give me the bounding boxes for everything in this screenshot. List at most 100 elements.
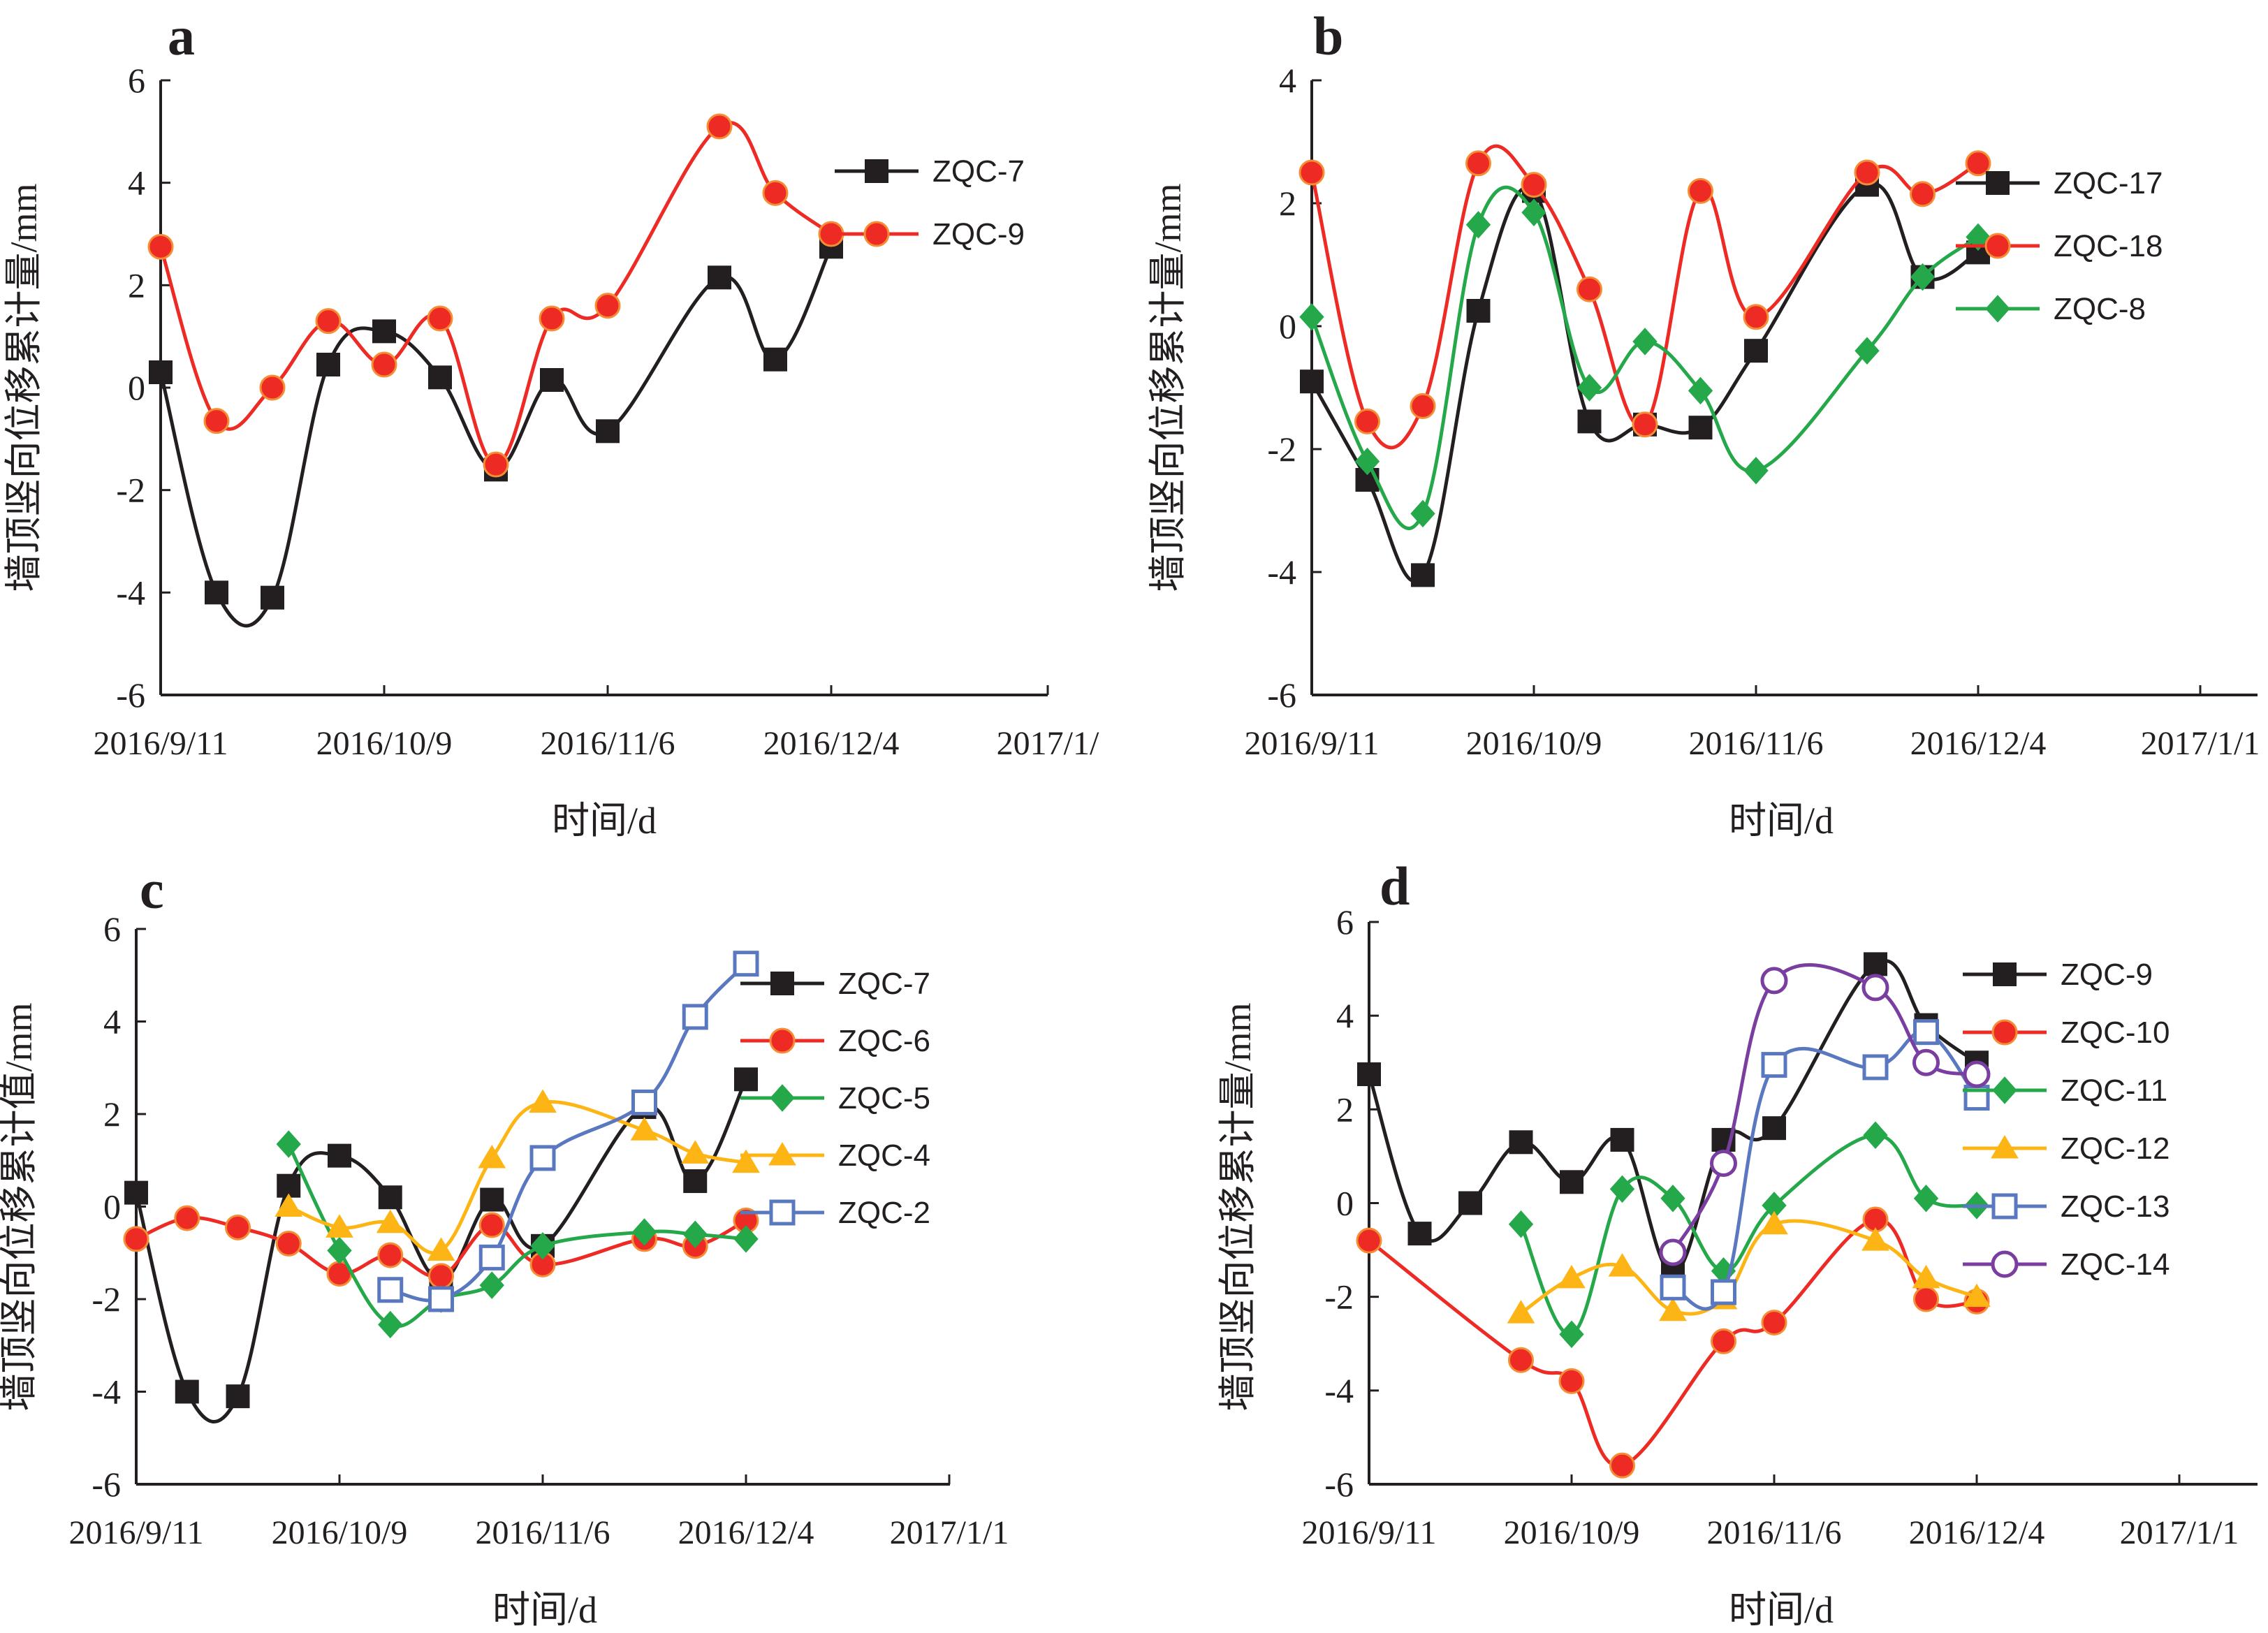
x-tick-label: 2016/10/9 <box>316 725 453 762</box>
data-point <box>478 1144 506 1169</box>
data-point <box>372 319 396 344</box>
data-point <box>733 951 759 977</box>
x-tick-label: 2016/12/4 <box>1909 1514 2045 1551</box>
data-point <box>478 1244 505 1270</box>
legend-marker <box>770 1084 795 1112</box>
data-point <box>1711 1279 1736 1305</box>
series-ZQC-2 <box>377 951 759 1312</box>
x-axis-title: 时间/d <box>552 800 657 842</box>
data-point <box>708 265 731 290</box>
data-point <box>1688 376 1713 405</box>
series-line <box>1310 182 1980 583</box>
data-point <box>428 1263 454 1289</box>
y-tick-label: 0 <box>1336 1184 1354 1223</box>
legend-label: ZQC-10 <box>2061 1016 2170 1050</box>
y-tick-label: -2 <box>1267 430 1296 469</box>
y-tick-label: 6 <box>128 61 145 100</box>
x-tick-label: 2017/1/1 <box>2141 725 2260 762</box>
series-ZQC-18 <box>1298 144 1991 450</box>
data-point <box>530 1232 555 1260</box>
data-point <box>682 1220 708 1248</box>
data-point <box>1910 263 1936 291</box>
x-tick-label: 2016/11/6 <box>1707 1514 1842 1551</box>
legend-marker <box>1991 1019 2018 1046</box>
legend-item: ZQC-4 <box>740 1138 930 1173</box>
legend-marker <box>1986 171 2010 195</box>
data-point <box>124 1180 148 1205</box>
data-point <box>681 1140 710 1164</box>
x-tick-label: 2016/12/4 <box>678 1514 814 1551</box>
data-point <box>1632 328 1658 356</box>
x-tick-label: 2016/9/11 <box>94 725 228 762</box>
legend-label: ZQC-6 <box>838 1024 930 1058</box>
legend-label: ZQC-8 <box>2054 292 2146 326</box>
data-point <box>1861 1227 1889 1251</box>
data-point <box>1688 177 1713 204</box>
data-point <box>1912 1048 1940 1076</box>
data-point <box>1660 1185 1685 1213</box>
y-tick-label: 2 <box>1279 184 1296 223</box>
x-tick-label: 2017/1/1 <box>890 1514 1009 1551</box>
data-point <box>1410 499 1435 528</box>
data-point <box>1743 457 1769 485</box>
x-axis-title: 时间/d <box>492 1589 597 1631</box>
y-tick-label: -4 <box>116 573 145 612</box>
legend-marker <box>1985 295 2010 323</box>
data-point <box>1862 1054 1889 1081</box>
data-point <box>1744 339 1768 363</box>
data-point <box>1465 211 1491 239</box>
legend-b: ZQC-17 ZQC-18 ZQC-8 <box>1956 166 2163 326</box>
legend-item: ZQC-2 <box>740 1196 930 1230</box>
legend-item: ZQC-14 <box>1963 1247 2170 1282</box>
data-point <box>1466 299 1491 323</box>
series-line <box>1310 185 1980 530</box>
legend-label: ZQC-17 <box>2054 166 2163 200</box>
data-point <box>1913 1286 1939 1312</box>
y-tick-label: -2 <box>92 1280 121 1319</box>
panel-letter-b: b <box>1313 6 1343 66</box>
data-point <box>1558 1368 1585 1394</box>
data-point <box>594 293 621 319</box>
legend-c: ZQC-7 ZQC-6 ZQC-5 ZQC-4 ZQC-2 <box>740 967 930 1230</box>
data-point <box>733 1225 759 1253</box>
data-point <box>631 1218 657 1246</box>
data-point <box>1760 1210 1788 1235</box>
legend-item: ZQC-11 <box>1963 1074 2167 1108</box>
data-point <box>277 1173 301 1198</box>
data-point <box>683 1169 708 1194</box>
data-point <box>205 580 228 605</box>
data-point <box>275 1193 303 1217</box>
data-point <box>1861 974 1889 1002</box>
data-point <box>371 351 397 378</box>
series-ZQC-14 <box>1659 963 1991 1266</box>
legend-label: ZQC-13 <box>2061 1189 2170 1224</box>
x-tick-label: 2016/9/11 <box>1245 725 1380 762</box>
data-point <box>427 305 453 332</box>
legend-item: ZQC-7 <box>740 967 930 1001</box>
data-point <box>325 1214 353 1238</box>
legend-item: ZQC-13 <box>1963 1189 2170 1224</box>
y-tick-label: 4 <box>128 163 145 203</box>
legend-item: ZQC-18 <box>1956 229 2163 263</box>
legend-item: ZQC-8 <box>1956 292 2146 326</box>
data-point <box>427 1237 455 1261</box>
data-point <box>1560 1170 1583 1194</box>
data-point <box>1558 1264 1586 1289</box>
chart-panel-c: c6 4 2 0 -2 -4 -6 2016/9/11 2016/10/9 2016/11/6 20… <box>0 859 1009 1631</box>
data-point <box>1354 408 1380 434</box>
data-point <box>1854 337 1880 365</box>
y-tick-label: -6 <box>1267 675 1296 715</box>
data-point <box>1357 1062 1381 1087</box>
legend-item: ZQC-7 <box>835 154 1025 189</box>
data-point <box>1559 1320 1584 1349</box>
legend-marker <box>1991 1193 2018 1220</box>
data-point <box>1610 1127 1634 1152</box>
data-point <box>478 1212 505 1238</box>
series-line <box>159 246 833 628</box>
x-tick-label: 2017/1/ <box>997 725 1099 762</box>
y-tick-label: -4 <box>92 1372 121 1412</box>
y-tick-label: 2 <box>1336 1090 1354 1129</box>
series-ZQC-4 <box>275 1089 760 1261</box>
data-point <box>1659 1297 1687 1321</box>
